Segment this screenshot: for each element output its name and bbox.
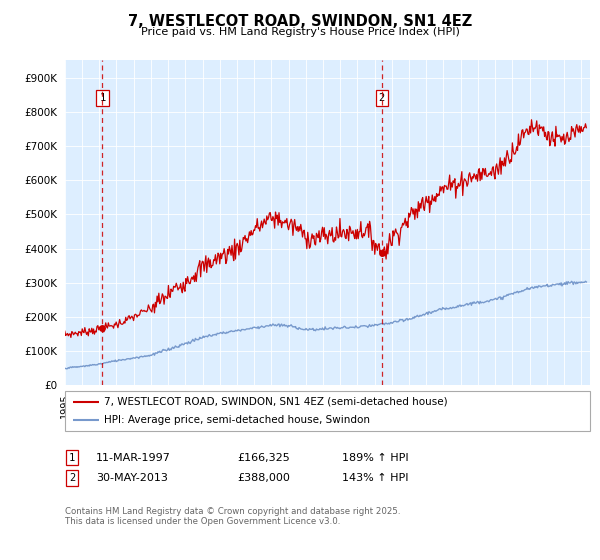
Text: 189% ↑ HPI: 189% ↑ HPI: [342, 452, 409, 463]
Text: 2: 2: [379, 93, 385, 103]
Text: 7, WESTLECOT ROAD, SWINDON, SN1 4EZ (semi-detached house): 7, WESTLECOT ROAD, SWINDON, SN1 4EZ (sem…: [104, 397, 448, 407]
Text: 143% ↑ HPI: 143% ↑ HPI: [342, 473, 409, 483]
FancyBboxPatch shape: [65, 391, 590, 431]
Text: Price paid vs. HM Land Registry's House Price Index (HPI): Price paid vs. HM Land Registry's House …: [140, 27, 460, 37]
Text: £166,325: £166,325: [237, 452, 290, 463]
Text: 2: 2: [69, 473, 75, 483]
Text: HPI: Average price, semi-detached house, Swindon: HPI: Average price, semi-detached house,…: [104, 416, 370, 425]
Text: 11-MAR-1997: 11-MAR-1997: [96, 452, 171, 463]
Text: Contains HM Land Registry data © Crown copyright and database right 2025.
This d: Contains HM Land Registry data © Crown c…: [65, 507, 400, 526]
Text: 30-MAY-2013: 30-MAY-2013: [96, 473, 168, 483]
Text: 1: 1: [100, 93, 106, 103]
Text: £388,000: £388,000: [237, 473, 290, 483]
Text: 7, WESTLECOT ROAD, SWINDON, SN1 4EZ: 7, WESTLECOT ROAD, SWINDON, SN1 4EZ: [128, 14, 472, 29]
Text: 1: 1: [69, 452, 75, 463]
